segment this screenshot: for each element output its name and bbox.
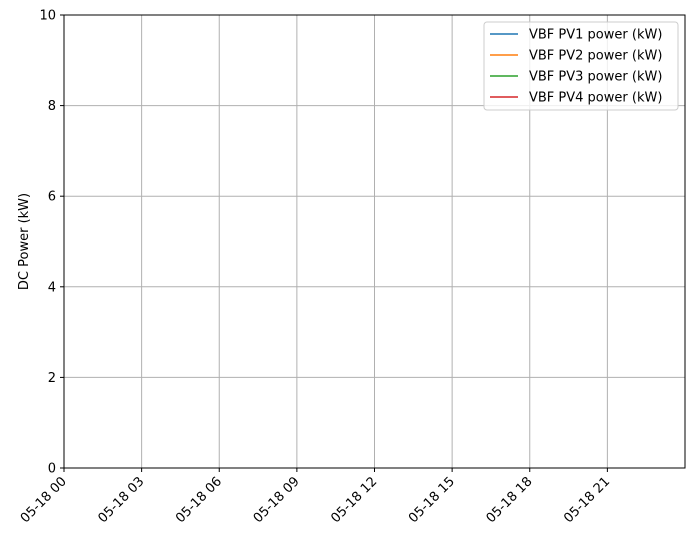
x-tick-label: 05-18 06 bbox=[173, 474, 225, 526]
legend-label: VBF PV3 power (kW) bbox=[529, 70, 662, 85]
x-tick-label: 05-18 12 bbox=[328, 474, 380, 526]
y-tick-label: 6 bbox=[48, 190, 56, 205]
x-tick-label: 05-18 03 bbox=[96, 474, 148, 526]
y-axis-label: DC Power (kW) bbox=[17, 193, 32, 290]
legend-label: VBF PV2 power (kW) bbox=[529, 49, 662, 64]
legend-box bbox=[483, 21, 679, 111]
y-tick-label: 4 bbox=[48, 280, 56, 295]
y-tick-label: 2 bbox=[48, 371, 56, 386]
x-tick-label: 05-18 18 bbox=[484, 474, 536, 526]
x-tick-label: 05-18 09 bbox=[251, 474, 303, 526]
x-tick-label: 05-18 15 bbox=[406, 474, 458, 526]
y-tick-label: 10 bbox=[39, 9, 56, 24]
legend-label: VBF PV4 power (kW) bbox=[529, 91, 662, 106]
y-tick-label: 8 bbox=[48, 99, 56, 114]
x-tick-label: 05-18 00 bbox=[18, 474, 70, 526]
y-tick-label: 0 bbox=[48, 462, 56, 477]
legend-label: VBF PV1 power (kW) bbox=[529, 28, 662, 43]
x-tick-label: 05-18 21 bbox=[561, 474, 613, 526]
legend: VBF PV1 power (kW) VBF PV2 power (kW) VBF … bbox=[483, 21, 679, 111]
